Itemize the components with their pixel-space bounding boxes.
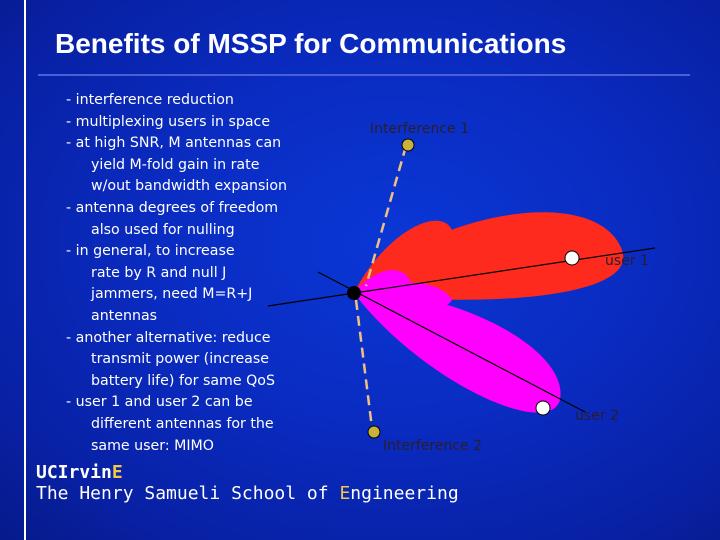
bullet-line: same user: MIMO [91,437,214,454]
bullet-item: - user 1 and user 2 can be different ant… [66,392,316,457]
user1-label: user 1 [605,253,649,269]
bullet-line: rate by R and null J [91,264,227,281]
bullet-line: - multiplexing users in space [66,113,271,130]
brand-accent: E [111,462,123,483]
bullet-line: - another alternative: reduce [66,329,271,346]
interference1-label: Interference 1 [370,121,470,137]
footer-school: The Henry Samueli School of Engineering [36,483,459,504]
bullet-line: different antennas for the [91,415,274,432]
bullet-line: antennas [91,307,158,324]
left-vertical-rule [24,0,26,540]
title-underline [38,74,690,76]
user2-main-lobe [354,292,561,413]
bullet-item: - antenna degrees of freedom also used f… [66,198,316,241]
bullet-item: - multiplexing users in space [66,112,316,134]
slide-title: Benefits of MSSP for Communications [55,28,567,59]
user1-dot [564,250,580,266]
interference2-source-dot [367,425,381,439]
bullet-line: - antenna degrees of freedom [66,199,279,216]
bullet-line: - at high SNR, M antennas can [66,135,282,152]
bullet-item: - in general, to increase rate by R and … [66,241,316,327]
bullet-line: battery life) for same QoS [91,372,275,389]
user2-direction-line [317,271,586,413]
bullet-item: - another alternative: reduce transmit p… [66,328,316,393]
school-accent: E [339,483,351,504]
footer-brand: UCIrvinE [36,462,459,483]
user2-dot [535,400,551,416]
bullet-line: w/out bandwidth expansion [91,178,288,195]
bullet-line: - interference reduction [66,92,234,108]
antenna-array-dot [347,286,361,300]
bullet-line: jammers, need M=R+J [91,286,253,303]
bullet-line: - user 1 and user 2 can be [66,394,253,411]
school-prefix: The Henry Samueli School of [36,483,340,504]
user1-direction-line [267,247,656,307]
brand-prefix: UCIrvin [36,462,112,483]
footer: UCIrvinE The Henry Samueli School of Eng… [36,462,459,504]
bullet-line: yield M-fold gain in rate [91,156,260,173]
interference2-link [354,299,374,429]
school-suffix: ngineering [350,483,459,504]
bullet-line: - in general, to increase [66,243,235,260]
bullet-line: transmit power (increase [91,351,270,368]
user2-side-lobe [354,270,410,296]
bullet-line: also used for nulling [91,221,235,238]
bullet-list: - interference reduction - multiplexing … [66,90,316,457]
bullet-item: - interference reduction [66,90,316,112]
user2-label: user 2 [575,408,619,424]
interference2-label: Interference 2 [383,438,483,454]
interference1-link [364,145,408,287]
bullet-item: - at high SNR, M antennas can yield M-fo… [66,133,316,198]
interference1-source-dot [401,138,415,152]
